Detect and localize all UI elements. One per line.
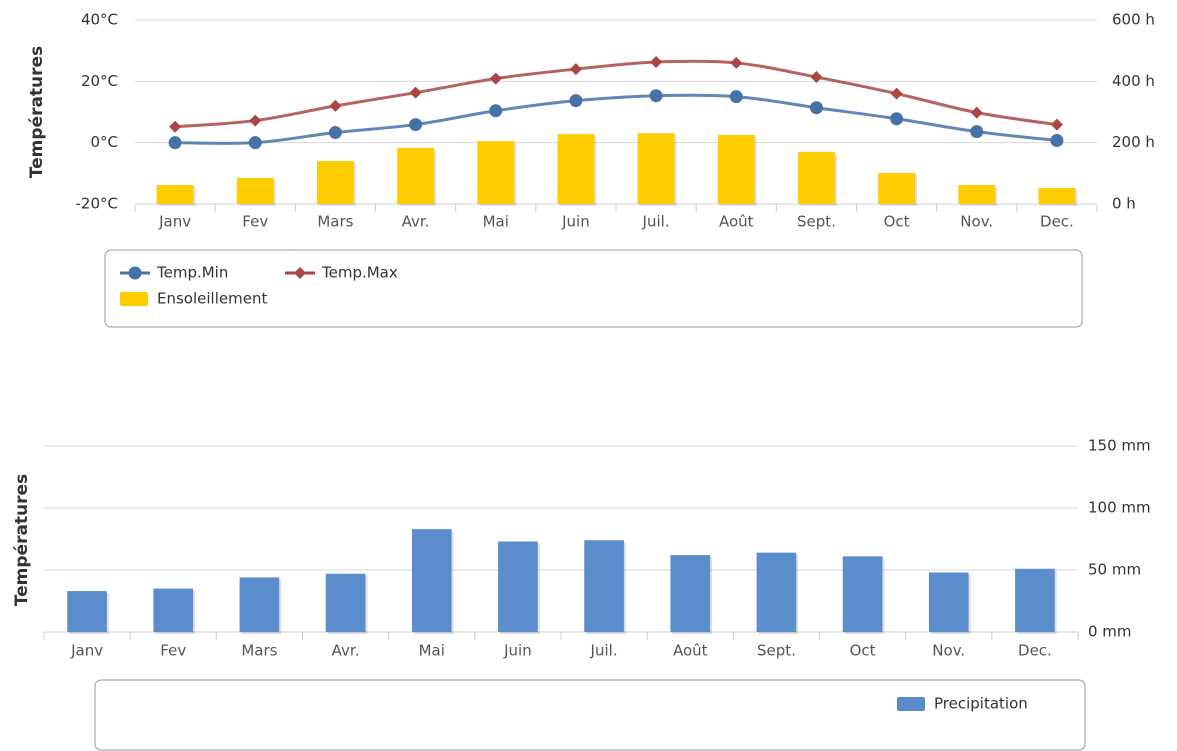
y-tick-label: 0 h [1112, 195, 1136, 213]
x-tick-label: Juil. [590, 642, 618, 660]
y-tick-label: 200 h [1112, 133, 1155, 151]
x-tick-label: Janv [158, 213, 191, 231]
marker [248, 136, 262, 150]
x-tick-label: Mars [317, 213, 353, 231]
x-tick-label: Oct [850, 642, 876, 660]
marker [970, 125, 984, 139]
x-tick-label: Avr. [402, 213, 430, 231]
marker [569, 63, 582, 76]
bar [411, 529, 452, 632]
legend-marker [128, 266, 142, 280]
x-tick-label: Dec. [1040, 213, 1074, 231]
legend-box [104, 249, 1083, 328]
legend-label: Ensoleillement [157, 290, 267, 308]
bar [584, 540, 624, 632]
bar [637, 133, 675, 204]
marker [809, 101, 823, 115]
y-tick-label: 20°C [81, 72, 118, 90]
bar [156, 184, 194, 204]
bar [756, 552, 797, 632]
x-tick-label: Sept. [797, 213, 836, 231]
line [175, 93, 1058, 145]
bar [498, 541, 538, 632]
marker [1050, 134, 1064, 148]
marker [328, 126, 342, 140]
bar [239, 577, 280, 632]
y-tick-label: 400 h [1112, 72, 1155, 90]
bar [153, 588, 194, 632]
bar [797, 151, 835, 204]
legend-marker [294, 267, 306, 279]
x-tick-label: Mars [241, 642, 277, 660]
y-tick-label: 150 mm [1088, 437, 1151, 455]
legend-swatch [897, 697, 925, 711]
marker [650, 56, 663, 69]
x-tick-label: Oct [884, 213, 910, 231]
x-tick-label: Sept. [757, 642, 796, 660]
y-axis-title: Températures [27, 46, 47, 178]
marker [489, 72, 502, 85]
bar [842, 556, 883, 632]
marker [489, 104, 503, 118]
marker [409, 86, 422, 99]
marker [730, 56, 743, 69]
legend-label: Precipitation [934, 695, 1028, 713]
legend-label: Temp.Min [156, 264, 228, 282]
legend-box [94, 679, 1086, 751]
marker [970, 106, 983, 119]
x-tick-label: Dec. [1018, 642, 1052, 660]
line [174, 59, 1058, 129]
bar [1015, 568, 1055, 632]
y-tick-label: 0 mm [1088, 623, 1132, 641]
y-tick-label: 100 mm [1088, 499, 1151, 517]
x-tick-label: Fev [242, 213, 268, 231]
y-tick-label: -20°C [76, 195, 118, 213]
x-tick-label: Août [673, 642, 708, 660]
y-tick-label: 50 mm [1088, 561, 1141, 579]
marker [890, 112, 904, 126]
marker [729, 90, 743, 104]
x-tick-label: Nov. [932, 642, 965, 660]
bar [958, 184, 996, 204]
bar [878, 173, 916, 204]
y-tick-label: 0°C [90, 133, 118, 151]
x-tick-label: Mai [419, 642, 445, 660]
x-tick-label: Août [719, 213, 754, 231]
bar [325, 573, 366, 632]
marker [329, 99, 342, 112]
marker [649, 89, 663, 103]
marker [810, 71, 823, 84]
bar [717, 135, 755, 204]
y-axis-title: Températures [12, 474, 32, 606]
bar [477, 141, 515, 204]
marker [1050, 118, 1063, 131]
bar [557, 134, 595, 204]
x-tick-label: Avr. [332, 642, 360, 660]
bar [397, 147, 435, 204]
y-tick-label: 40°C [81, 11, 118, 29]
marker [249, 114, 262, 127]
bar [670, 555, 711, 632]
marker [169, 120, 182, 133]
x-tick-label: Mai [483, 213, 509, 231]
x-tick-label: Fev [160, 642, 186, 660]
x-tick-label: Juin [503, 642, 532, 660]
bar [1038, 188, 1076, 204]
bar [928, 572, 969, 632]
marker [409, 118, 423, 132]
legend-label: Temp.Max [321, 264, 398, 282]
marker [569, 94, 583, 108]
x-tick-label: Nov. [960, 213, 993, 231]
marker [890, 87, 903, 100]
legend-swatch [120, 292, 148, 306]
bar [316, 161, 354, 204]
y-tick-label: 600 h [1112, 11, 1155, 29]
x-tick-label: Juin [561, 213, 590, 231]
bar [67, 591, 107, 632]
x-tick-label: Juil. [642, 213, 670, 231]
x-tick-label: Janv [70, 642, 103, 660]
marker [168, 136, 182, 150]
bar [236, 177, 274, 204]
